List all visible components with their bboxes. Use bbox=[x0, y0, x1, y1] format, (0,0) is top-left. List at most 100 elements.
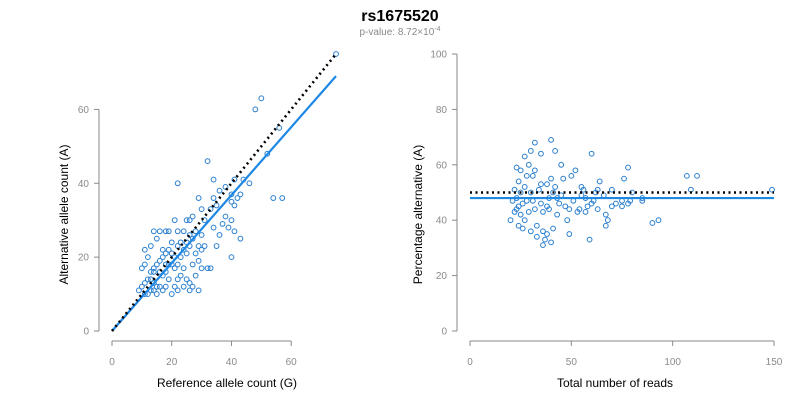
data-point bbox=[769, 186, 775, 193]
data-point bbox=[225, 224, 232, 231]
data-point bbox=[150, 228, 157, 235]
data-point bbox=[180, 246, 187, 253]
data-point bbox=[198, 265, 205, 272]
data-point bbox=[625, 200, 631, 207]
data-point bbox=[542, 236, 548, 243]
y-tick-label: 80 bbox=[436, 105, 448, 116]
data-point bbox=[596, 178, 603, 185]
data-point bbox=[527, 148, 534, 154]
data-point bbox=[586, 236, 593, 243]
data-point bbox=[529, 172, 536, 179]
data-point bbox=[621, 175, 627, 182]
data-point bbox=[156, 283, 163, 290]
data-point bbox=[159, 246, 166, 253]
data-point bbox=[147, 269, 154, 275]
data-point bbox=[519, 225, 526, 232]
data-point bbox=[538, 200, 544, 207]
data-point bbox=[258, 95, 265, 102]
data-point bbox=[588, 200, 595, 207]
x-tick-label: 0 bbox=[109, 357, 115, 368]
data-point bbox=[171, 265, 178, 272]
data-point bbox=[536, 186, 542, 193]
data-point bbox=[517, 211, 524, 218]
data-point bbox=[333, 51, 339, 57]
data-point bbox=[550, 189, 556, 196]
y-tick-label: 0 bbox=[83, 327, 89, 338]
data-point bbox=[228, 198, 235, 205]
data-point bbox=[584, 203, 591, 210]
data-point bbox=[544, 181, 550, 188]
data-point bbox=[216, 232, 223, 238]
data-point bbox=[564, 217, 571, 224]
data-point bbox=[195, 287, 202, 294]
y-tick-label: 20 bbox=[436, 271, 448, 282]
data-point bbox=[195, 243, 202, 249]
data-point bbox=[533, 233, 540, 240]
data-point bbox=[548, 136, 554, 143]
data-point bbox=[544, 203, 550, 210]
data-point bbox=[613, 200, 619, 207]
data-point bbox=[141, 261, 148, 268]
x-tick-label: 0 bbox=[467, 357, 473, 368]
data-point bbox=[560, 175, 567, 182]
data-point bbox=[192, 228, 199, 235]
data-point bbox=[264, 150, 271, 157]
data-point bbox=[186, 280, 193, 286]
data-point bbox=[540, 228, 546, 235]
data-point bbox=[523, 172, 530, 179]
data-point bbox=[228, 254, 235, 261]
data-point bbox=[246, 180, 253, 187]
data-point bbox=[192, 250, 199, 257]
data-point bbox=[183, 276, 190, 283]
data-point bbox=[566, 206, 573, 213]
data-point bbox=[507, 217, 514, 224]
x-tick-label: 20 bbox=[166, 357, 178, 368]
data-point bbox=[174, 228, 181, 235]
data-point bbox=[162, 250, 169, 257]
data-point bbox=[204, 158, 211, 165]
data-point bbox=[515, 222, 522, 229]
data-point bbox=[171, 217, 178, 224]
y-tick-label: 60 bbox=[436, 160, 448, 171]
panel-right: 0 50 100 150 0 20 40 60 80 100 Total number of rea… bbox=[411, 50, 783, 391]
data-point bbox=[608, 203, 615, 210]
data-point bbox=[174, 276, 181, 283]
data-point bbox=[201, 217, 208, 224]
data-point bbox=[189, 261, 196, 268]
data-point bbox=[174, 287, 181, 294]
y-tick-label: 20 bbox=[78, 253, 90, 264]
data-point bbox=[683, 172, 690, 179]
data-point bbox=[189, 235, 196, 242]
data-point bbox=[150, 265, 157, 272]
data-point bbox=[165, 276, 172, 283]
data-point bbox=[558, 161, 565, 168]
data-point bbox=[517, 167, 524, 174]
data-point bbox=[568, 172, 575, 179]
data-point bbox=[533, 222, 540, 229]
data-point bbox=[159, 254, 166, 261]
data-point bbox=[231, 228, 238, 235]
data-point bbox=[517, 189, 524, 196]
data-point bbox=[521, 217, 528, 224]
data-point bbox=[210, 224, 217, 231]
data-point bbox=[195, 257, 202, 264]
data-point bbox=[156, 257, 163, 264]
y-tick-label: 60 bbox=[78, 105, 90, 116]
data-point bbox=[237, 235, 244, 242]
data-point bbox=[204, 265, 211, 272]
data-point bbox=[572, 167, 579, 174]
data-point bbox=[174, 261, 181, 268]
data-point bbox=[531, 167, 538, 174]
data-point bbox=[141, 246, 148, 253]
data-point bbox=[159, 287, 166, 294]
x-tick-label: 40 bbox=[226, 357, 238, 368]
y-tick-label: 40 bbox=[436, 216, 448, 227]
data-point bbox=[165, 228, 172, 235]
data-point bbox=[608, 186, 615, 193]
data-point bbox=[538, 181, 544, 188]
data-point bbox=[602, 222, 609, 229]
data-point bbox=[222, 184, 229, 190]
data-point bbox=[213, 243, 220, 249]
data-point bbox=[135, 287, 142, 294]
